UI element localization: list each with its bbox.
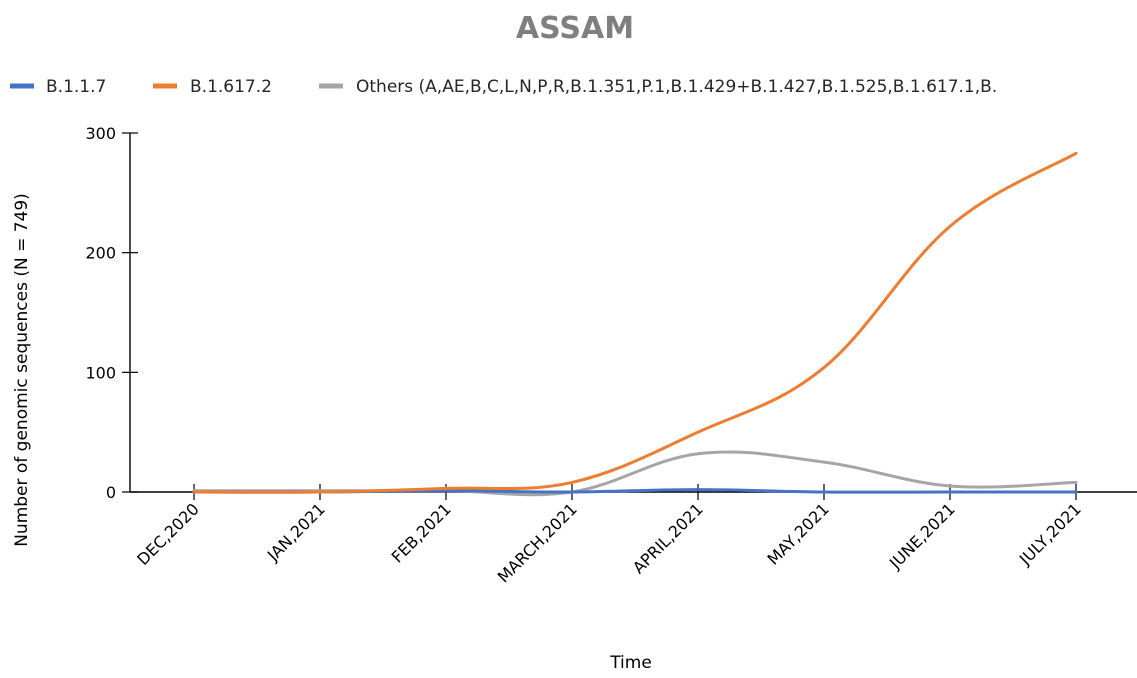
x-tick-label: APRIL,2021 bbox=[629, 499, 707, 577]
x-axis-ticks: DEC,2020 JAN,2021 FEB,2021 MARCH,2021 APRIL,… bbox=[133, 484, 1085, 586]
x-tick-label: FEB,2021 bbox=[388, 499, 455, 566]
x-tick-label: JULY,2021 bbox=[1015, 499, 1085, 569]
legend-label-b16172: B.1.617.2 bbox=[190, 77, 272, 97]
x-tick-label: DEC,2020 bbox=[133, 499, 203, 569]
legend: B.1.1.7 B.1.617.2 Others (A,AE,B,C,L,N,P… bbox=[10, 77, 997, 97]
series-line-b16172 bbox=[194, 153, 1076, 492]
legend-label-b117: B.1.1.7 bbox=[46, 77, 106, 97]
y-tick-label: 200 bbox=[85, 244, 116, 263]
y-tick-label: 100 bbox=[85, 363, 116, 382]
x-tick-label: MARCH,2021 bbox=[494, 499, 581, 586]
legend-label-others: Others (A,AE,B,C,L,N,P,R,B.1.351,P.1,B.1… bbox=[356, 77, 997, 97]
x-tick-label: MAY,2021 bbox=[763, 499, 832, 568]
x-tick-label: JAN,2021 bbox=[263, 499, 329, 565]
chart-title: ASSAM bbox=[516, 11, 634, 46]
x-tick-label: JUNE,2021 bbox=[885, 499, 959, 573]
y-tick-label: 0 bbox=[106, 483, 116, 502]
series-line-others bbox=[194, 452, 1076, 495]
y-axis-title: Number of genomic sequences (N = 749) bbox=[12, 193, 32, 547]
series-lines bbox=[194, 153, 1076, 494]
y-tick-label: 300 bbox=[85, 124, 116, 143]
x-axis-title: Time bbox=[609, 653, 652, 673]
